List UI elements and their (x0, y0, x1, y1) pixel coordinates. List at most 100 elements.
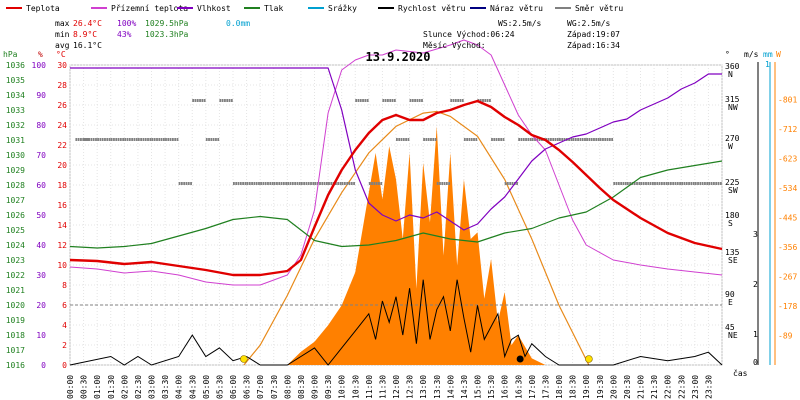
wind-direction-point (574, 138, 577, 141)
x-tick-label: 17:00 (528, 375, 537, 399)
direction-degree-label: 360 (725, 62, 740, 71)
wind-direction-point (285, 182, 288, 185)
wind-direction-point (101, 138, 104, 141)
x-tick-label: 06:00 (229, 375, 238, 399)
wind-direction-point (489, 99, 491, 102)
wind-direction-point (473, 138, 475, 141)
wind-direction-point (117, 138, 120, 141)
wind-direction-point (459, 99, 462, 102)
watt-tick-label: -534 (778, 184, 797, 193)
wind-direction-point (398, 138, 401, 141)
wind-direction-point (387, 99, 389, 102)
wind-direction-point (694, 182, 697, 185)
wind-direction-point (248, 182, 251, 185)
hpa-tick-label: 1021 (6, 286, 25, 295)
watt-tick-label: -356 (778, 243, 797, 252)
wind-direction-point (432, 138, 435, 141)
legend-label: Přízemní teplota (111, 4, 188, 13)
wind-direction-point (445, 182, 448, 185)
wind-direction-point (88, 138, 90, 141)
x-tick-label: 18:00 (555, 375, 564, 399)
wind-direction-point (310, 182, 312, 185)
wind-direction-point (92, 138, 95, 141)
wind-direction-point (137, 138, 140, 141)
hpa-tick-label: 1031 (6, 136, 25, 145)
legend: Teplota Přízemní teplota Vlhkost Tlak Srážky… (6, 4, 623, 50)
wind-direction-point (178, 182, 181, 185)
celsius-tick-label: 6 (62, 301, 67, 310)
wind-direction-point (656, 182, 659, 185)
wind-direction-point (663, 182, 666, 185)
wind-direction-point (190, 182, 192, 185)
wind-direction-point (547, 138, 550, 141)
wind-direction-point (697, 182, 699, 185)
wind-direction-point (140, 138, 143, 141)
pct-tick-label: 80 (36, 121, 46, 130)
wind-direction-point (604, 138, 607, 141)
wind-direction-point (77, 138, 80, 141)
info-moonrise: Měsíc Východ: (423, 41, 486, 50)
wind-direction-point (201, 99, 204, 102)
wind-direction-point (217, 138, 220, 141)
x-tick-label: 05:00 (202, 375, 211, 399)
pressure-line (69, 160, 723, 249)
wind-direction-point (375, 182, 378, 185)
x-tick-label: 05:30 (215, 375, 224, 399)
wind-direction-point (151, 138, 154, 141)
wind-direction-point (255, 182, 258, 185)
wind-direction-point (95, 138, 97, 141)
legend-label: Směr větru (575, 4, 623, 13)
wind-direction-point (378, 182, 380, 185)
celsius-tick-label: 16 (57, 201, 67, 210)
wind-direction-point (205, 138, 208, 141)
x-tick-label: 09:30 (324, 375, 333, 399)
wind-direction-point (669, 182, 672, 185)
hpa-tick-label: 1029 (6, 166, 25, 175)
wind-direction-point (323, 182, 326, 185)
watt-unit-label: W (776, 50, 781, 59)
stat-min-label: min (55, 30, 70, 39)
hpa-tick-label: 1024 (6, 241, 25, 250)
wind-direction-point (203, 99, 206, 102)
wind-direction-point (196, 99, 199, 102)
wind-direction-point (439, 182, 441, 185)
wind-direction-point (113, 138, 115, 141)
wind-direction-point (319, 182, 321, 185)
mm-tick-label: 1 (765, 60, 770, 69)
wind-direction-point (339, 182, 342, 185)
celsius-tick-label: 0 (62, 361, 67, 370)
hpa-tick-label: 1018 (6, 331, 25, 340)
watt-tick-label: -89 (778, 332, 793, 341)
sunrise-marker (240, 355, 248, 363)
wind-direction-point (300, 182, 303, 185)
x-tick-label: 18:30 (569, 375, 578, 399)
wind-direction-point (484, 99, 487, 102)
wind-direction-point (303, 182, 306, 185)
info-ws: WS:2.5m/s (498, 19, 542, 28)
wind-direction-point (672, 182, 675, 185)
watt-tick-label: -712 (778, 125, 797, 134)
wind-direction-point (142, 138, 145, 141)
wind-direction-point (606, 138, 609, 141)
wind-direction-point (642, 182, 645, 185)
wind-direction-point (373, 182, 376, 185)
hpa-tick-label: 1019 (6, 316, 25, 325)
celsius-tick-label: 20 (57, 161, 67, 170)
wind-direction-point (219, 99, 222, 102)
x-tick-label: 15:00 (474, 375, 483, 399)
wind-direction-point (343, 182, 346, 185)
wind-direction-point (192, 99, 195, 102)
wind-direction-point (312, 182, 315, 185)
wind-direction-point (468, 138, 471, 141)
wind-direction-point (391, 99, 394, 102)
wind-direction-point (160, 138, 163, 141)
wind-direction-point (509, 182, 512, 185)
wind-direction-point (479, 99, 482, 102)
x-tick-label: 21:00 (637, 375, 646, 399)
hpa-tick-label: 1016 (6, 361, 25, 370)
wind-direction-point (679, 182, 681, 185)
stat-max-hum: 100% (117, 19, 136, 28)
wind-direction-point (224, 99, 226, 102)
wind-direction-point (418, 99, 421, 102)
